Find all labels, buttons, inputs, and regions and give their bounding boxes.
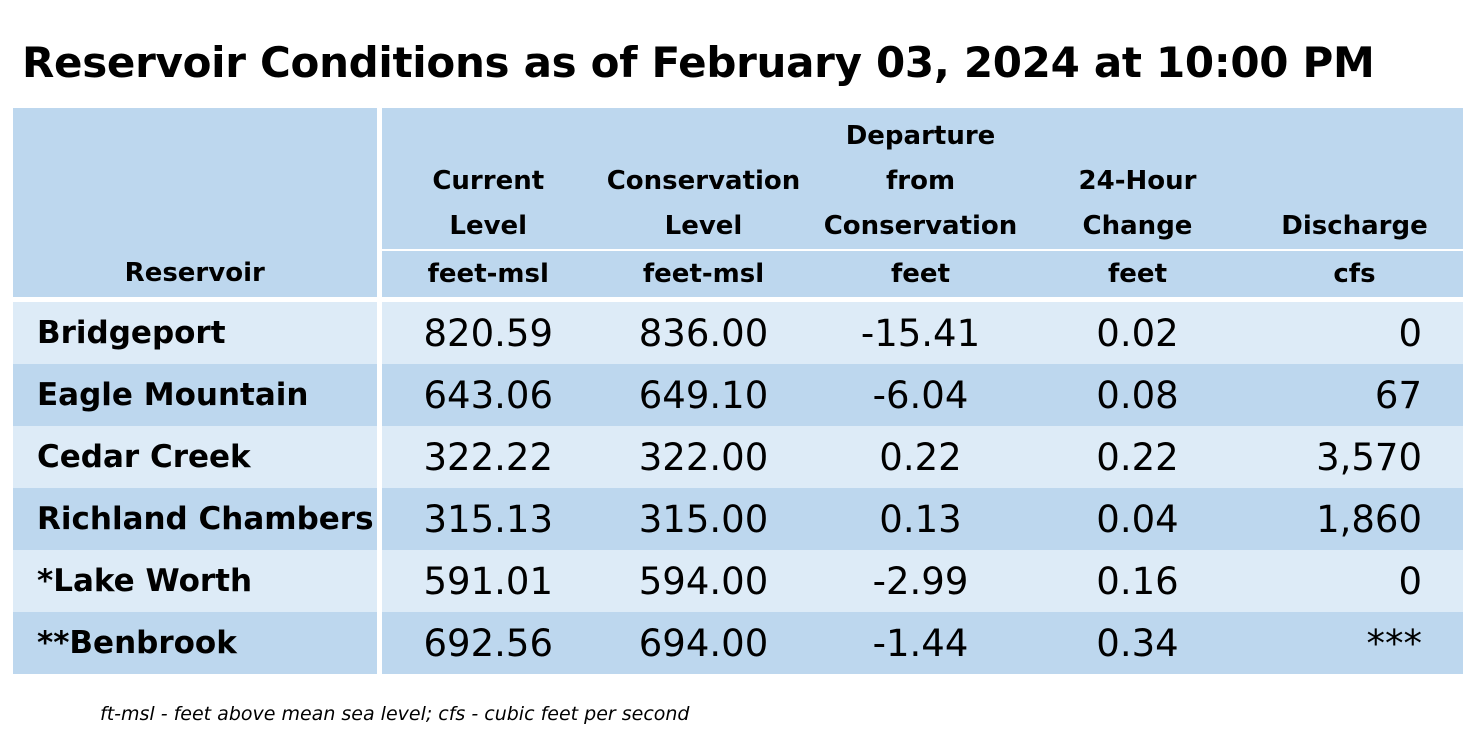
conservation-level-cell: 694.00 xyxy=(595,612,812,674)
header-discharge-line1: Discharge xyxy=(1281,210,1428,241)
discharge-cell: 0 xyxy=(1246,299,1463,364)
change-cell: 0.16 xyxy=(1029,550,1246,612)
current-level-cell: 820.59 xyxy=(379,299,595,364)
header-24-hour-change-line2: Change xyxy=(1082,210,1193,241)
reservoir-name: Cedar Creek xyxy=(13,426,382,488)
header-24-hour-change-line1: 24-Hour xyxy=(1078,165,1197,196)
header-departure-line3: Conservation xyxy=(823,210,1018,241)
departure-cell: -15.41 xyxy=(812,299,1029,364)
change-cell: 0.04 xyxy=(1029,488,1246,550)
change-cell: 0.08 xyxy=(1029,364,1246,426)
reservoir-name: Eagle Mountain xyxy=(13,364,382,426)
header-current-level-line2: Level xyxy=(449,210,528,241)
reservoir-name: Richland Chambers xyxy=(13,488,382,550)
change-cell: 0.34 xyxy=(1029,612,1246,674)
departure-cell: -2.99 xyxy=(812,550,1029,612)
reservoir-name: Bridgeport xyxy=(13,299,382,364)
discharge-cell: 0 xyxy=(1246,550,1463,612)
departure-cell: 0.13 xyxy=(812,488,1029,550)
reservoir-name: *Lake Worth xyxy=(13,550,382,612)
current-level-cell: 591.01 xyxy=(379,550,595,612)
departure-cell: -1.44 xyxy=(812,612,1029,674)
header-conservation-level-line1: Conservation xyxy=(606,165,801,196)
table-row: **Benbrook 692.56 694.00 -1.44 0.34 *** xyxy=(13,612,1463,674)
header-departure-line2: from xyxy=(885,165,956,196)
header-24-hour-change: 24-Hour Change xyxy=(1029,108,1246,250)
conservation-level-cell: 594.00 xyxy=(595,550,812,612)
table-row: Eagle Mountain 643.06 649.10 -6.04 0.08 … xyxy=(13,364,1463,426)
discharge-cell: 67 xyxy=(1246,364,1463,426)
unit-current-level: feet-msl xyxy=(379,248,595,300)
unit-discharge: cfs xyxy=(1246,248,1463,300)
conservation-level-cell: 649.10 xyxy=(595,364,812,426)
current-level-cell: 322.22 xyxy=(379,426,595,488)
header-current-level: Current Level xyxy=(379,108,595,250)
conservation-level-cell: 836.00 xyxy=(595,299,812,364)
table-row: Cedar Creek 322.22 322.00 0.22 0.22 3,57… xyxy=(13,426,1463,488)
header-departure-line1: Departure xyxy=(845,120,996,151)
discharge-cell: 1,860 xyxy=(1246,488,1463,550)
conservation-level-cell: 322.00 xyxy=(595,426,812,488)
header-conservation-level-line2: Level xyxy=(664,210,743,241)
table-row: Richland Chambers 315.13 315.00 0.13 0.0… xyxy=(13,488,1463,550)
current-level-cell: 692.56 xyxy=(379,612,595,674)
unit-departure: feet xyxy=(812,248,1029,300)
header-discharge: Discharge xyxy=(1246,108,1463,250)
departure-cell: -6.04 xyxy=(812,364,1029,426)
current-level-cell: 643.06 xyxy=(379,364,595,426)
footnote: ft-msl - feet above mean sea level; cfs … xyxy=(100,703,690,725)
current-level-cell: 315.13 xyxy=(379,488,595,550)
conservation-level-cell: 315.00 xyxy=(595,488,812,550)
unit-24-hour-change: feet xyxy=(1029,248,1246,300)
header-reservoir: Reservoir xyxy=(13,108,382,300)
header-reservoir-label: Reservoir xyxy=(124,258,265,288)
reservoir-name: **Benbrook xyxy=(13,612,382,674)
discharge-cell: 3,570 xyxy=(1246,426,1463,488)
change-cell: 0.02 xyxy=(1029,299,1246,364)
unit-conservation-level: feet-msl xyxy=(595,248,812,300)
discharge-cell: *** xyxy=(1246,612,1463,674)
change-cell: 0.22 xyxy=(1029,426,1246,488)
header-current-level-line1: Current xyxy=(432,165,545,196)
page-title: Reservoir Conditions as of February 03, … xyxy=(22,38,1375,87)
header-departure: Departure from Conservation xyxy=(812,108,1029,250)
departure-cell: 0.22 xyxy=(812,426,1029,488)
table-row: Bridgeport 820.59 836.00 -15.41 0.02 0 xyxy=(13,299,1463,364)
table-row: *Lake Worth 591.01 594.00 -2.99 0.16 0 xyxy=(13,550,1463,612)
header-conservation-level: Conservation Level xyxy=(595,108,812,250)
reservoir-table: Reservoir Current Level Conservation Lev… xyxy=(13,108,1463,674)
